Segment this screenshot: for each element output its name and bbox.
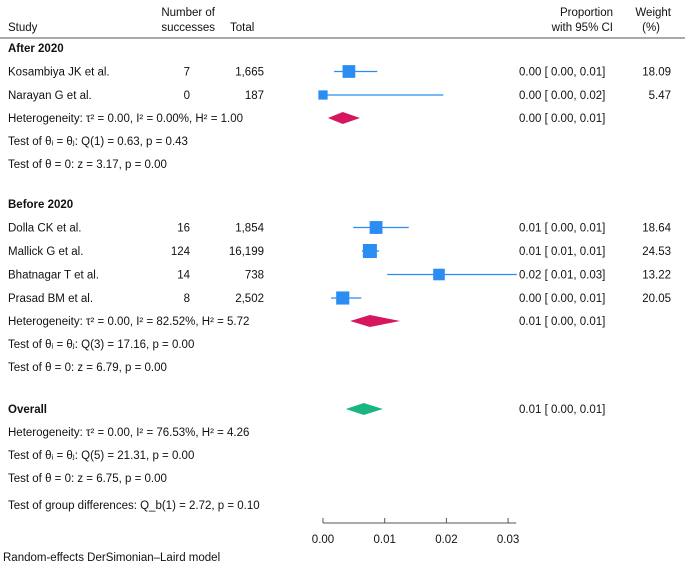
- group-test-z: Test of θ = 0: z = 3.17, p = 0.00: [8, 159, 167, 171]
- study-ci-text: 0.00 [ 0.00, 0.01]: [519, 67, 605, 79]
- group-summary-diamond: [327, 112, 361, 124]
- group-heterogeneity: Heterogeneity: τ² = 0.00, I² = 0.00%, H²…: [8, 113, 243, 125]
- study-ci-text: 0.01 [ 0.01, 0.01]: [519, 246, 605, 258]
- overall-test-z: Test of θ = 0: z = 6.75, p = 0.00: [8, 473, 167, 485]
- study-weight: 18.64: [642, 223, 671, 235]
- overall-test-q: Test of θᵢ = θⱼ: Q(5) = 21.31, p = 0.00: [8, 450, 194, 462]
- overall-diamond: [345, 403, 383, 415]
- study-total: 1,665: [235, 67, 264, 79]
- group-label: Before 2020: [8, 199, 73, 211]
- study-total: 187: [245, 90, 264, 102]
- study-total: 2,502: [235, 293, 264, 305]
- group-summary-ci-text: 0.00 [ 0.00, 0.01]: [519, 113, 605, 125]
- study-ci-text: 0.01 [ 0.00, 0.01]: [519, 223, 605, 235]
- group-heterogeneity: Heterogeneity: τ² = 0.00, I² = 82.52%, H…: [8, 316, 249, 328]
- x-tick-label: 0.03: [497, 534, 519, 546]
- study-weight: 13.22: [642, 270, 671, 282]
- study-point-square: [369, 221, 383, 234]
- header-ci-1: Proportion: [560, 7, 613, 19]
- group-label: After 2020: [8, 43, 64, 55]
- study-name: Bhatnagar T et al.: [8, 270, 99, 282]
- study-point-square: [318, 90, 328, 100]
- study-total: 16,199: [229, 246, 264, 258]
- study-name: Kosambiya JK et al.: [8, 67, 110, 79]
- group-test-q: Test of θᵢ = θⱼ: Q(1) = 0.63, p = 0.43: [8, 136, 188, 148]
- header-study: Study: [8, 22, 38, 34]
- study-successes: 7: [184, 67, 190, 79]
- study-point-square: [362, 244, 377, 258]
- study-ci-text: 0.00 [ 0.00, 0.02]: [519, 90, 605, 102]
- study-total: 1,854: [235, 223, 264, 235]
- overall-label: Overall: [8, 404, 47, 416]
- header-successes-2: successes: [161, 22, 215, 34]
- study-weight: 18.09: [642, 67, 671, 79]
- study-ci-text: 0.00 [ 0.00, 0.01]: [519, 293, 605, 305]
- x-tick-label: 0.00: [312, 534, 334, 546]
- study-successes: 8: [184, 293, 190, 305]
- study-point-square: [433, 268, 445, 281]
- study-name: Narayan G et al.: [8, 90, 92, 102]
- group-test-z: Test of θ = 0: z = 6.79, p = 0.00: [8, 362, 167, 374]
- header-ci-2: with 95% CI: [551, 22, 613, 34]
- group-test-q: Test of θᵢ = θⱼ: Q(3) = 17.16, p = 0.00: [8, 339, 194, 351]
- group-summary-ci-text: 0.01 [ 0.00, 0.01]: [519, 316, 605, 328]
- group-differences-test: Test of group differences: Q_b(1) = 2.72…: [8, 500, 260, 512]
- study-successes: 14: [177, 270, 190, 282]
- footnote: Random-effects DerSimonian–Laird model: [3, 552, 220, 564]
- study-successes: 16: [177, 223, 190, 235]
- header-successes-1: Number of: [161, 7, 215, 19]
- study-weight: 20.05: [642, 293, 671, 305]
- study-ci-text: 0.02 [ 0.01, 0.03]: [519, 270, 605, 282]
- x-tick-label: 0.01: [374, 534, 396, 546]
- study-weight: 5.47: [649, 90, 671, 102]
- overall-ci-text: 0.01 [ 0.00, 0.01]: [519, 404, 605, 416]
- x-tick-label: 0.02: [435, 534, 457, 546]
- overall-heterogeneity: Heterogeneity: τ² = 0.00, I² = 76.53%, H…: [8, 427, 249, 439]
- header-weight-2: (%): [642, 22, 660, 34]
- header-total: Total: [230, 22, 254, 34]
- study-point-square: [336, 291, 350, 305]
- study-total: 738: [245, 270, 264, 282]
- header-weight-1: Weight: [635, 7, 671, 19]
- study-successes: 124: [171, 246, 191, 258]
- study-name: Prasad BM et al.: [8, 293, 93, 305]
- study-successes: 0: [184, 90, 190, 102]
- study-point-square: [342, 65, 356, 78]
- study-name: Dolla CK et al.: [8, 223, 82, 235]
- study-name: Mallick G et al.: [8, 246, 83, 258]
- group-summary-diamond: [350, 315, 401, 327]
- study-weight: 24.53: [642, 246, 671, 258]
